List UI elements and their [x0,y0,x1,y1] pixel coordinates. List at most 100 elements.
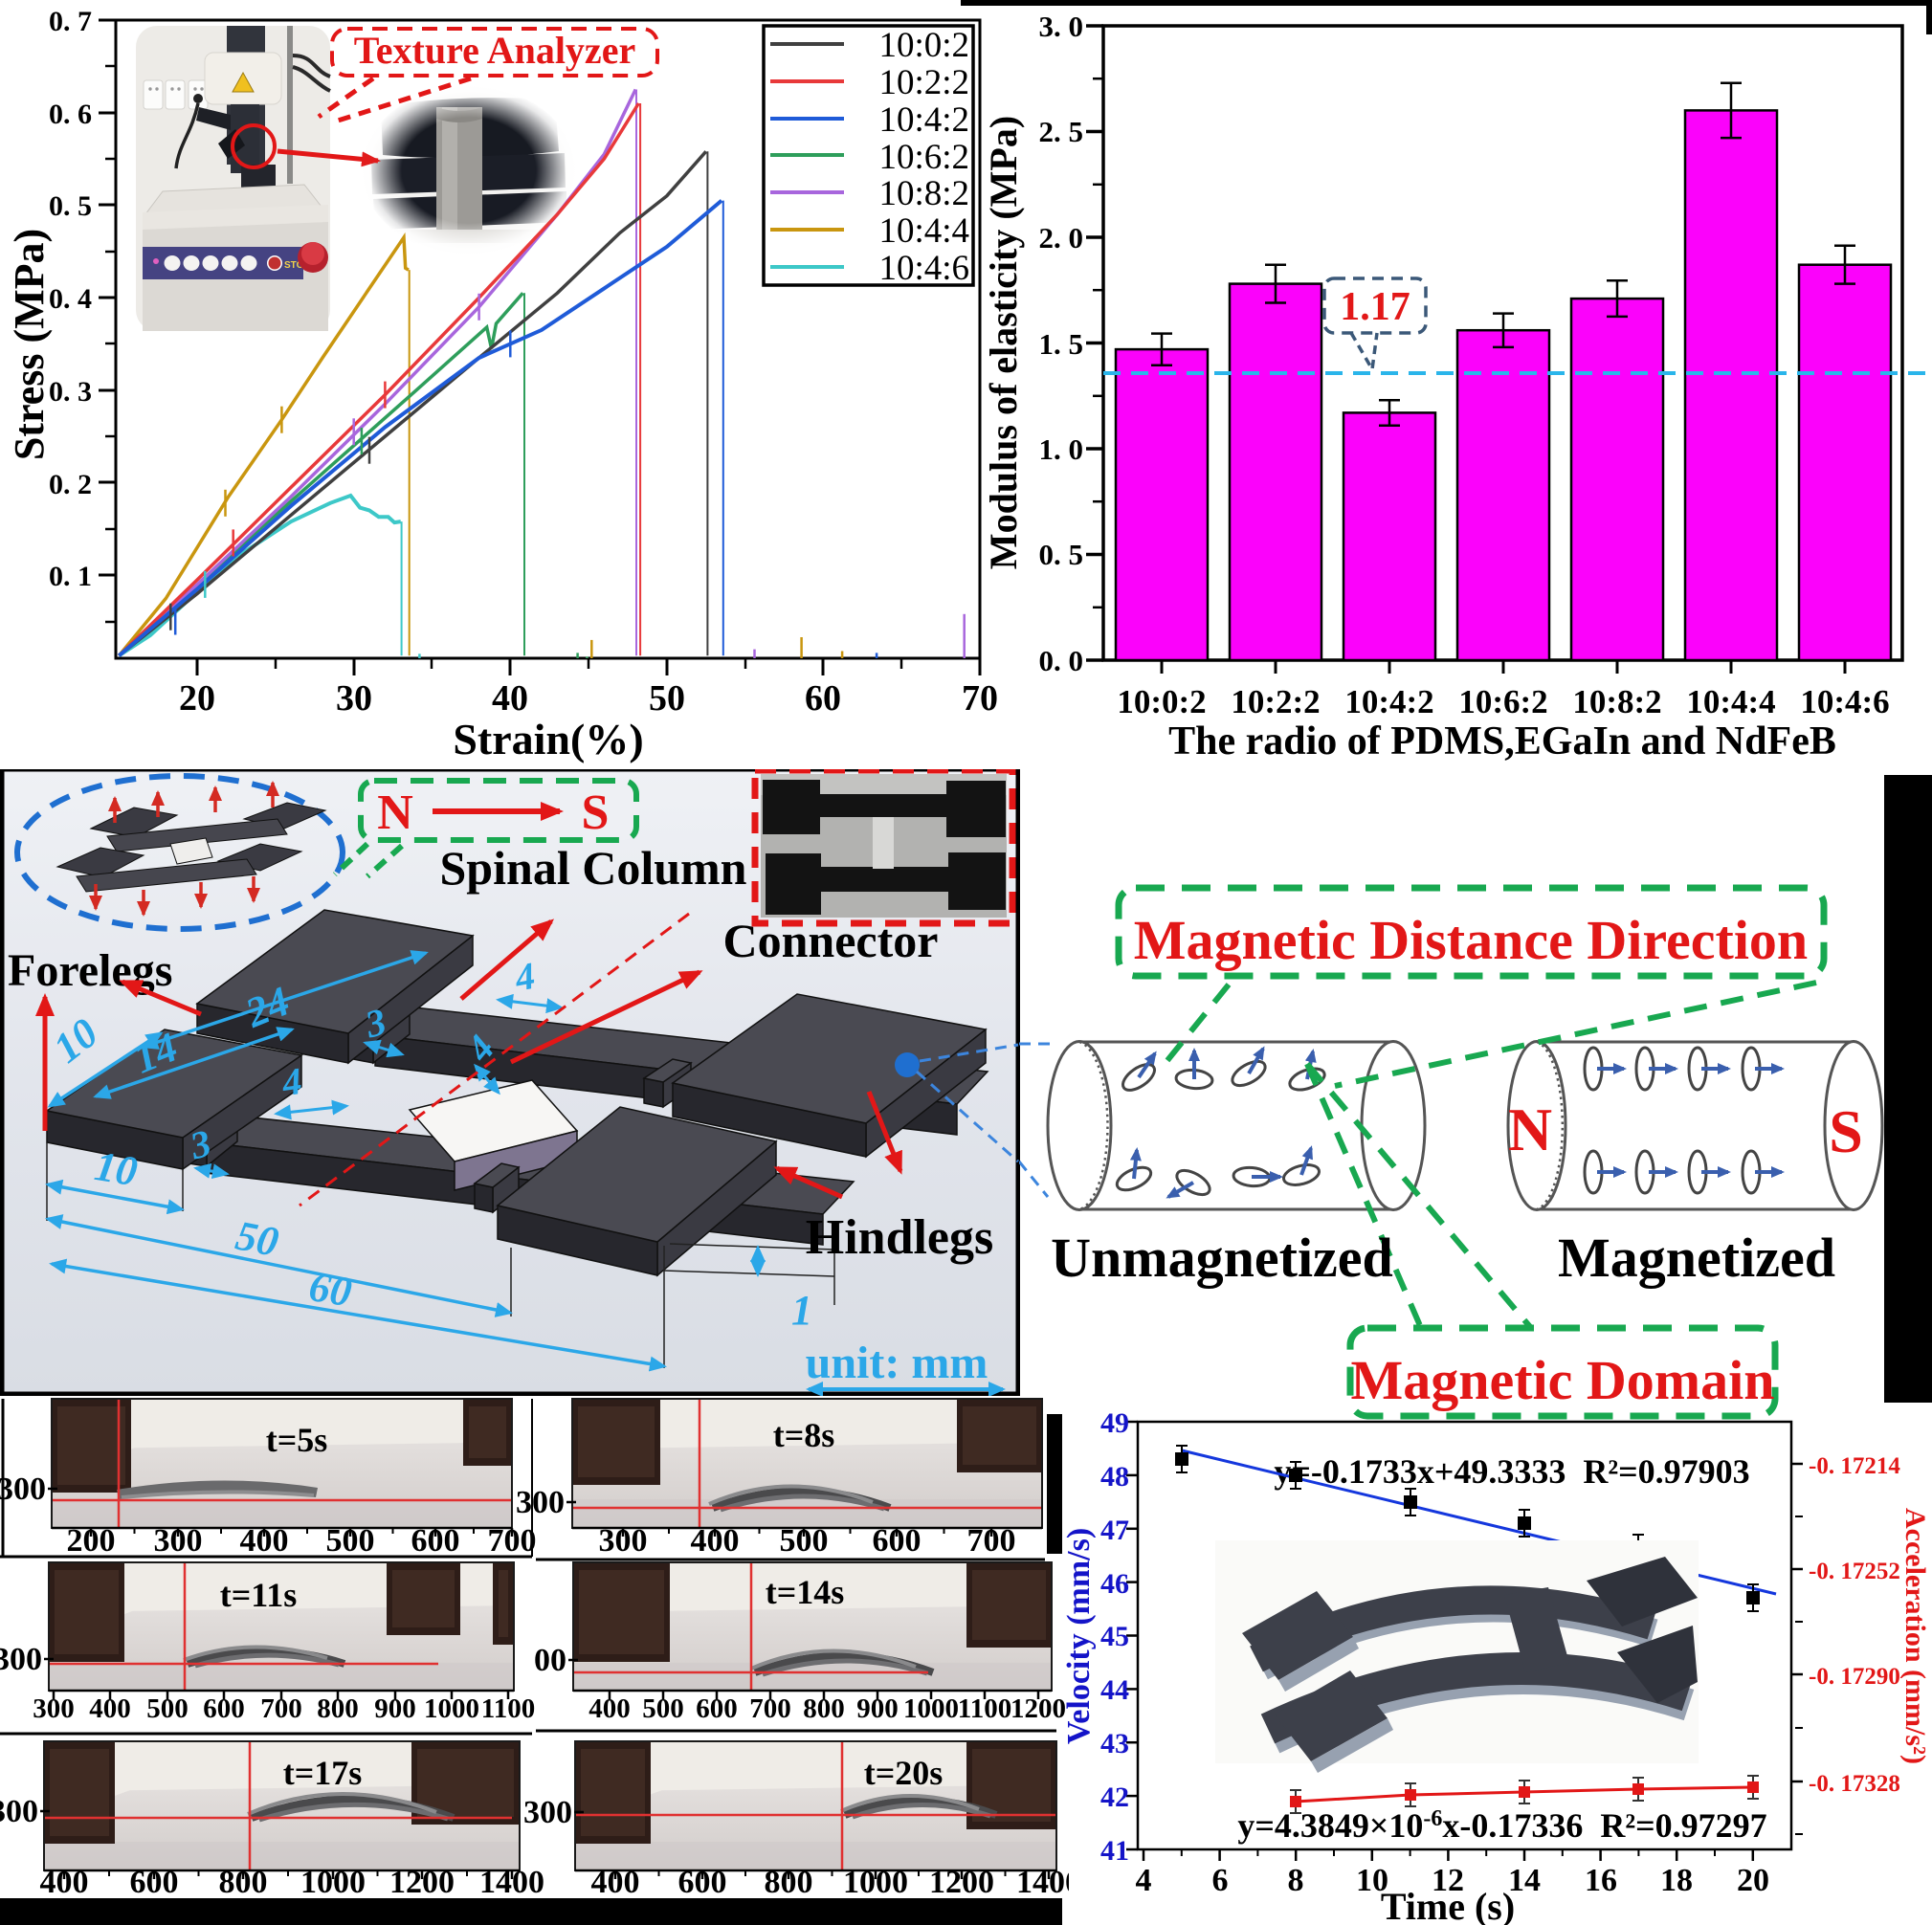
svg-text:46: 46 [1100,1568,1129,1600]
svg-text:4: 4 [1136,1863,1152,1898]
svg-text:Forelegs: Forelegs [8,945,172,996]
svg-text:N: N [1508,1095,1552,1163]
svg-text:6: 6 [1212,1863,1229,1898]
svg-text:1. 0: 1. 0 [1039,432,1084,466]
svg-text:2. 0: 2. 0 [1039,221,1084,254]
svg-text:400: 400 [240,1523,289,1559]
svg-text:500: 500 [780,1523,829,1559]
svg-text:700: 700 [967,1523,1016,1559]
svg-text:47: 47 [1100,1515,1129,1546]
svg-text:14: 14 [1508,1863,1541,1898]
svg-text:48: 48 [1100,1461,1129,1493]
svg-text:Magnetized: Magnetized [1558,1227,1835,1289]
svg-text:300: 300 [0,1471,46,1507]
svg-text:1000: 1000 [843,1865,908,1900]
svg-text:t=11s: t=11s [220,1576,298,1614]
svg-text:1.17: 1.17 [1340,285,1410,329]
svg-text:Unmagnetized: Unmagnetized [1051,1227,1393,1289]
svg-text:10:4:4: 10:4:4 [1686,683,1775,720]
svg-text:10: 10 [1356,1863,1388,1898]
svg-text:400: 400 [591,1865,640,1900]
svg-text:400: 400 [89,1693,131,1724]
svg-text:10: 10 [92,1142,141,1195]
svg-text:1. 5: 1. 5 [1039,327,1084,361]
svg-text:Texture Analyzer: Texture Analyzer [354,29,635,72]
svg-text:t=20s: t=20s [864,1754,944,1792]
svg-text:900: 900 [856,1693,899,1724]
svg-text:1200: 1200 [389,1865,455,1900]
svg-text:10:4:2: 10:4:2 [878,100,969,140]
svg-text:700: 700 [488,1523,537,1559]
svg-text:70: 70 [962,678,998,719]
svg-text:50: 50 [232,1212,282,1266]
svg-text:600: 600 [203,1693,245,1724]
svg-text:1000: 1000 [300,1865,366,1900]
svg-text:Spinal Column: Spinal Column [440,841,747,895]
svg-text:y=4.3849×10-6x-0.17336 R²=0.9: y=4.3849×10-6x-0.17336 R²=0.97297 [1237,1806,1766,1845]
svg-text:600: 600 [696,1693,738,1724]
svg-text:50: 50 [649,678,685,719]
svg-text:-0. 17214: -0. 17214 [1809,1453,1900,1479]
svg-text:S: S [582,785,610,840]
svg-text:0. 5: 0. 5 [49,190,92,222]
svg-text:300: 300 [0,1642,42,1677]
svg-text:S: S [1829,1097,1863,1165]
svg-text:unit: mm: unit: mm [806,1338,988,1388]
svg-text:1400: 1400 [479,1865,544,1900]
svg-text:0. 4: 0. 4 [49,283,92,315]
svg-text:1200: 1200 [929,1865,994,1900]
svg-text:300: 300 [0,1794,38,1829]
svg-text:18: 18 [1660,1863,1693,1898]
svg-text:300: 300 [523,1795,572,1830]
svg-text:40: 40 [492,678,528,719]
svg-text:20: 20 [1737,1863,1769,1898]
svg-text:10:6:2: 10:6:2 [1458,683,1547,720]
svg-text:10:4:4: 10:4:4 [878,211,969,251]
svg-text:600: 600 [130,1865,179,1900]
svg-text:1000: 1000 [903,1693,959,1724]
svg-text:-0. 17252: -0. 17252 [1809,1559,1900,1584]
svg-text:Time (s): Time (s) [1381,1885,1515,1925]
svg-text:0. 7: 0. 7 [49,6,92,37]
svg-text:y=-0.1733x+49.3333 R²=0.97903: y=-0.1733x+49.3333 R²=0.97903 [1274,1452,1749,1491]
svg-text:700: 700 [260,1693,302,1724]
svg-text:-0. 17328: -0. 17328 [1809,1771,1900,1797]
svg-text:3. 0: 3. 0 [1039,10,1084,43]
svg-text:700: 700 [749,1693,791,1724]
svg-text:10:4:6: 10:4:6 [1800,683,1889,720]
svg-text:10:8:2: 10:8:2 [878,174,969,213]
svg-text:STOP: STOP [284,260,310,271]
svg-text:500: 500 [326,1523,375,1559]
svg-text:12: 12 [1432,1863,1464,1898]
svg-text:20: 20 [179,678,215,719]
svg-text:Velocity (mm/s): Velocity (mm/s) [1061,1528,1097,1744]
svg-text:41: 41 [1100,1835,1129,1867]
svg-text:The radio of PDMS,EGaIn and Nd: The radio of PDMS,EGaIn and NdFeB [1168,719,1836,763]
svg-text:N: N [377,785,413,840]
svg-text:60: 60 [805,678,841,719]
svg-text:300: 300 [33,1693,75,1724]
svg-text:600: 600 [873,1523,922,1559]
svg-text:60: 60 [306,1263,355,1316]
svg-text:10:0:2: 10:0:2 [1117,683,1206,720]
svg-text:10:4:2: 10:4:2 [1344,683,1433,720]
svg-text:16: 16 [1585,1863,1617,1898]
svg-text:00: 00 [534,1643,566,1678]
svg-text:300: 300 [154,1523,203,1559]
svg-text:0. 0: 0. 0 [1039,644,1084,677]
svg-text:49: 49 [1100,1407,1129,1439]
svg-text:400: 400 [691,1523,740,1559]
svg-text:t=14s: t=14s [766,1573,845,1611]
svg-text:400: 400 [40,1865,89,1900]
svg-text:800: 800 [317,1693,359,1724]
svg-text:42: 42 [1100,1781,1129,1813]
svg-text:t=5s: t=5s [266,1421,328,1459]
svg-text:1200: 1200 [1010,1693,1066,1724]
svg-text:500: 500 [146,1693,189,1724]
svg-text:10:2:2: 10:2:2 [878,63,969,102]
svg-text:1100: 1100 [481,1693,535,1724]
svg-text:Acceleration (mm/s²): Acceleration (mm/s²) [1899,1508,1931,1764]
svg-text:0. 6: 0. 6 [49,99,92,130]
svg-text:t=17s: t=17s [283,1754,363,1792]
svg-text:10:6:2: 10:6:2 [878,138,969,177]
